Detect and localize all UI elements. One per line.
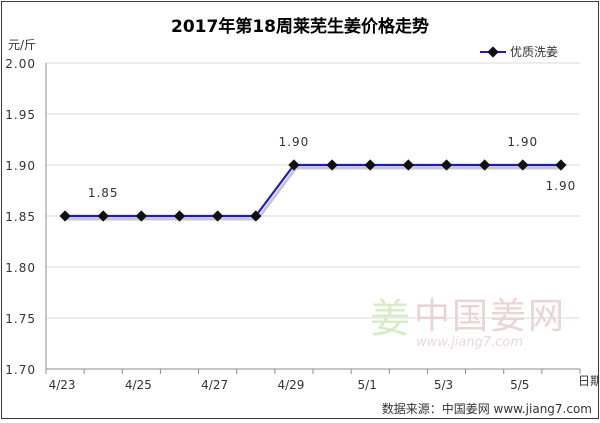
x-tick-label: 4/23	[49, 378, 76, 392]
legend-series-label: 优质洗姜	[510, 45, 558, 59]
x-tick-label: 4/27	[201, 378, 228, 392]
data-label: 1.90	[279, 135, 310, 149]
data-point-marker	[211, 210, 224, 222]
series-shadow-line	[67, 166, 563, 221]
watermark: 姜 中国姜网 www.jiang7.com	[370, 296, 566, 350]
grid-lines	[46, 62, 580, 319]
x-tick-label: 5/1	[358, 378, 377, 392]
y-tick-label: 2.00	[5, 57, 36, 71]
data-point-marker	[517, 159, 529, 171]
y-tick-label: 1.85	[5, 210, 36, 224]
data-point-marker	[402, 159, 415, 171]
axes	[45, 63, 581, 374]
x-tick-label: 4/29	[277, 378, 304, 392]
chart: 2017年第18周莱芜生姜价格走势 元/斤 姜 中国姜网 www.jiang7.…	[5, 16, 600, 416]
source-note-text: 数据来源：中国姜网 www.jiang7.com	[382, 401, 592, 416]
y-tick-label: 1.70	[5, 363, 36, 377]
data-point-marker	[364, 159, 376, 171]
series-layer	[59, 159, 567, 222]
y-tick-label: 1.80	[5, 261, 36, 275]
x-tick-label: 5/5	[510, 378, 529, 392]
legend-marker-swatch	[487, 46, 499, 58]
y-tick-label: 1.95	[5, 108, 36, 122]
data-point-marker	[135, 210, 148, 222]
data-point-marker	[478, 159, 491, 171]
data-point-marker	[288, 159, 300, 171]
x-tick-label: 5/3	[434, 378, 453, 392]
chart-title: 2017年第18周莱芜生姜价格走势	[171, 16, 429, 37]
data-label: 1.90	[507, 135, 538, 149]
watermark-site-url: www.jiang7.com	[416, 335, 523, 350]
data-label: 1.90	[546, 179, 577, 193]
watermark-site-name: 中国姜网	[414, 296, 566, 337]
data-point-marker	[59, 210, 71, 222]
x-tick-label: 4/25	[125, 378, 152, 392]
x-axis-label: 日期	[578, 374, 598, 388]
data-point-marker	[250, 210, 262, 222]
data-label: 1.85	[88, 186, 119, 200]
y-tick-label: 1.75	[5, 312, 36, 326]
data-labels: 1.85 1.90 1.90 1.90	[88, 135, 577, 200]
data-point-marker	[555, 159, 567, 171]
data-point-marker	[326, 159, 338, 171]
legend: 优质洗姜	[480, 45, 558, 59]
y-axis-label: 元/斤	[8, 38, 36, 52]
data-point-marker	[173, 210, 186, 222]
tick-labels: 2.00 1.95 1.90 1.85 1.80 1.75 1.70 4/23 4/25 4/27…	[5, 57, 529, 392]
y-tick-label: 1.90	[5, 159, 36, 173]
series-line	[65, 163, 561, 218]
watermark-logo-icon: 姜	[370, 296, 410, 342]
data-point-marker	[440, 159, 453, 171]
